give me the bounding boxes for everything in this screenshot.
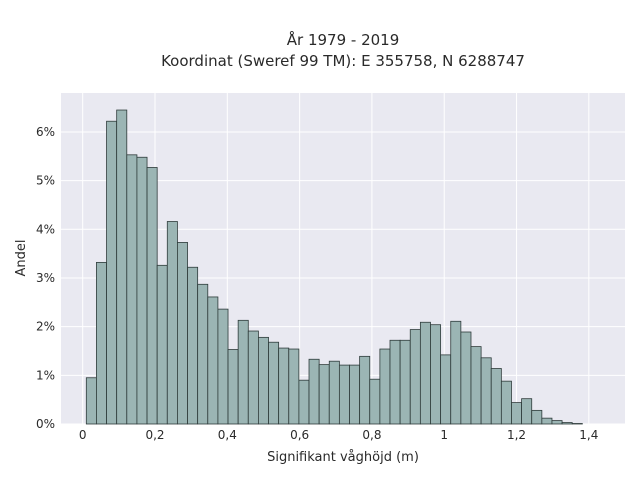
bar-8	[166, 221, 178, 425]
bars	[85, 109, 583, 425]
bar-11	[197, 283, 209, 425]
y-axis-label: Andel	[14, 240, 29, 277]
bar-30	[389, 339, 401, 425]
bar-42	[511, 402, 523, 425]
x-tick-label-2: 0,4	[218, 428, 237, 442]
bar-5	[136, 156, 148, 425]
bar-44	[531, 409, 543, 425]
bar-16	[247, 330, 259, 425]
x-tick-label-0: 0	[79, 428, 87, 442]
bar-7	[156, 264, 168, 425]
bar-12	[207, 296, 219, 425]
y-tick-label-6: 6%	[36, 125, 55, 139]
bar-36	[450, 320, 462, 425]
bar-39	[480, 357, 492, 425]
bar-22	[308, 358, 320, 425]
x-axis-label: Signifikant våghöjd (m)	[267, 450, 419, 465]
bar-28	[369, 378, 381, 425]
bar-9	[177, 242, 188, 425]
chart-title-line-2: Koordinat (Sweref 99 TM): E 355758, N 62…	[161, 52, 525, 70]
bar-47	[561, 422, 573, 425]
x-tick-label-5: 1	[440, 428, 448, 442]
y-tick-label-2: 2%	[36, 320, 55, 334]
bar-17	[257, 336, 269, 425]
y-tick-label-1: 1%	[36, 368, 55, 382]
bar-38	[470, 346, 482, 425]
bar-24	[328, 360, 340, 425]
bar-26	[349, 364, 361, 425]
bar-0	[85, 377, 97, 425]
y-tick-label-0: 0%	[36, 417, 55, 431]
bar-6	[146, 167, 158, 425]
chart-title-line-1: År 1979 - 2019	[287, 30, 400, 49]
x-tick-label-6: 1,2	[507, 428, 526, 442]
y-tick-label-3: 3%	[36, 271, 55, 285]
bar-33	[419, 321, 431, 425]
bar-1	[96, 261, 107, 425]
bar-4	[126, 154, 138, 425]
bar-18	[268, 341, 280, 425]
bar-41	[500, 380, 512, 425]
bar-34	[430, 324, 442, 425]
x-tick-label-1: 0,2	[145, 428, 164, 442]
bar-25	[338, 364, 350, 425]
bar-15	[237, 319, 249, 425]
y-tick-label-5: 5%	[36, 174, 55, 188]
bar-19	[278, 347, 290, 425]
bar-46	[551, 420, 563, 425]
bar-35	[440, 354, 452, 425]
bar-29	[379, 348, 391, 425]
bar-45	[541, 417, 553, 425]
bar-21	[298, 379, 310, 425]
bar-13	[217, 308, 229, 425]
bar-40	[490, 368, 502, 425]
bar-27	[359, 355, 371, 425]
bar-2	[106, 120, 118, 425]
bar-14	[227, 349, 239, 425]
bar-31	[399, 339, 411, 425]
x-tick-label-3: 0,6	[290, 428, 309, 442]
bar-3	[116, 109, 128, 425]
bar-20	[288, 348, 300, 425]
bar-23	[318, 364, 330, 425]
bar-37	[460, 331, 472, 425]
bar-10	[187, 266, 199, 425]
y-tick-label-4: 4%	[36, 222, 55, 236]
bar-43	[521, 398, 533, 425]
tick-labels: 0 0,2 0,4 0,6 0,8 1 1,2 1,4 0% 1% 2% 3% 4% 5% 6%	[36, 125, 598, 442]
x-tick-label-4: 0,8	[362, 428, 381, 442]
bar-32	[409, 329, 421, 425]
x-tick-label-7: 1,4	[579, 428, 598, 442]
